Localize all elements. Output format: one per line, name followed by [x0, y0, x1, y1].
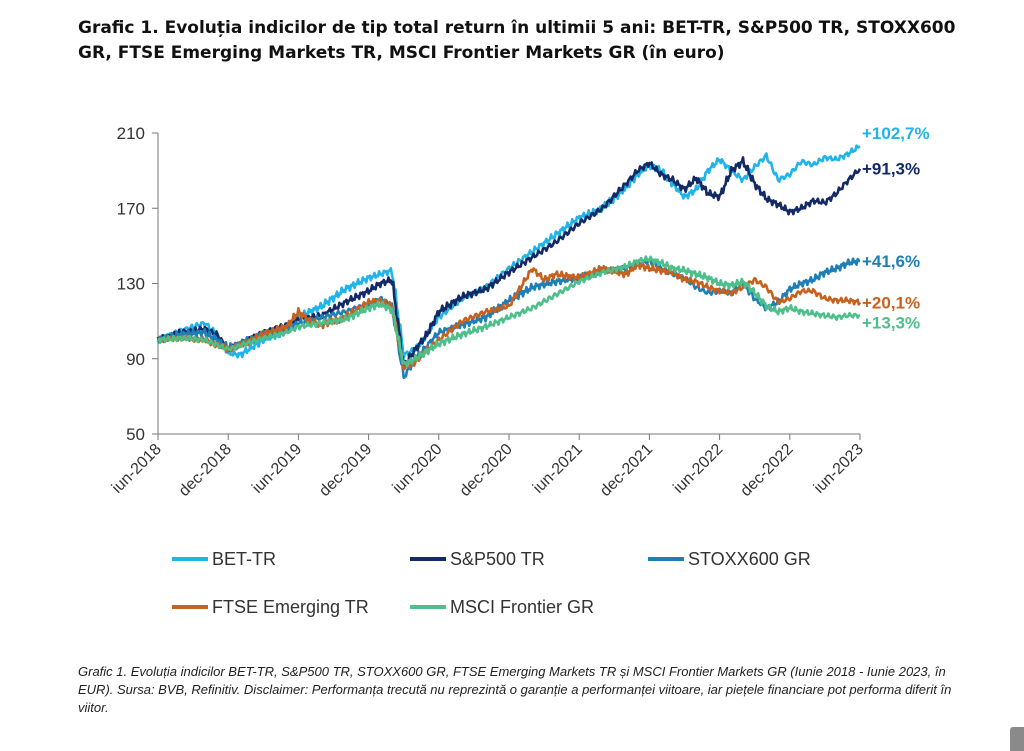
series-line-s-p500-tr: [156, 156, 862, 368]
legend-label: STOXX600 GR: [688, 549, 811, 569]
y-tick-label: 130: [117, 275, 145, 294]
legend: BET-TR S&P500 TR STOXX600 GR FTSE Emerging …: [172, 549, 811, 617]
x-tick-label: iun-2021: [530, 441, 586, 497]
x-tick-label: iun-2020: [390, 441, 446, 497]
legend-label: BET-TR: [212, 549, 276, 569]
end-label: +20,1%: [862, 293, 920, 312]
y-tick-label: 170: [117, 199, 145, 218]
legend-label: FTSE Emerging TR: [212, 597, 369, 617]
x-tick-label: dec-2020: [457, 441, 516, 500]
end-label: +91,3%: [862, 160, 920, 179]
x-tick-label: iun-2023: [811, 441, 867, 497]
series-line-bet-tr: [156, 144, 861, 360]
series-line-msci-frontier-gr: [157, 255, 861, 368]
scroll-handle[interactable]: [1010, 727, 1024, 751]
legend-label: MSCI Frontier GR: [450, 597, 594, 617]
chart-title: Grafic 1. Evoluția indicilor de tip tota…: [78, 18, 956, 63]
x-tick-label: iun-2022: [670, 441, 726, 497]
y-tick-label: 210: [117, 124, 145, 143]
end-label: +13,3%: [862, 313, 920, 332]
x-tick-label: iun-2018: [109, 441, 165, 497]
series-line-ftse-emerging-tr: [157, 260, 862, 371]
x-tick-label: dec-2021: [597, 441, 656, 500]
y-tick-label: 90: [126, 350, 145, 369]
y-tick-label: 50: [126, 425, 145, 444]
end-labels: +102,7% +91,3% +41,6% +20,1%+13,3%: [862, 124, 930, 332]
series-lines: [156, 144, 862, 380]
legend-label: S&P500 TR: [450, 549, 545, 569]
figure-caption: Grafic 1. Evoluția indicilor BET-TR, S&P…: [78, 664, 952, 715]
x-tick-label: dec-2018: [176, 441, 235, 500]
x-tick-label: dec-2022: [737, 441, 796, 500]
x-tick-label: iun-2019: [249, 441, 305, 497]
end-label: +41,6%: [862, 252, 920, 271]
end-label: +102,7%: [862, 124, 930, 143]
x-tick-label: dec-2019: [316, 441, 375, 500]
